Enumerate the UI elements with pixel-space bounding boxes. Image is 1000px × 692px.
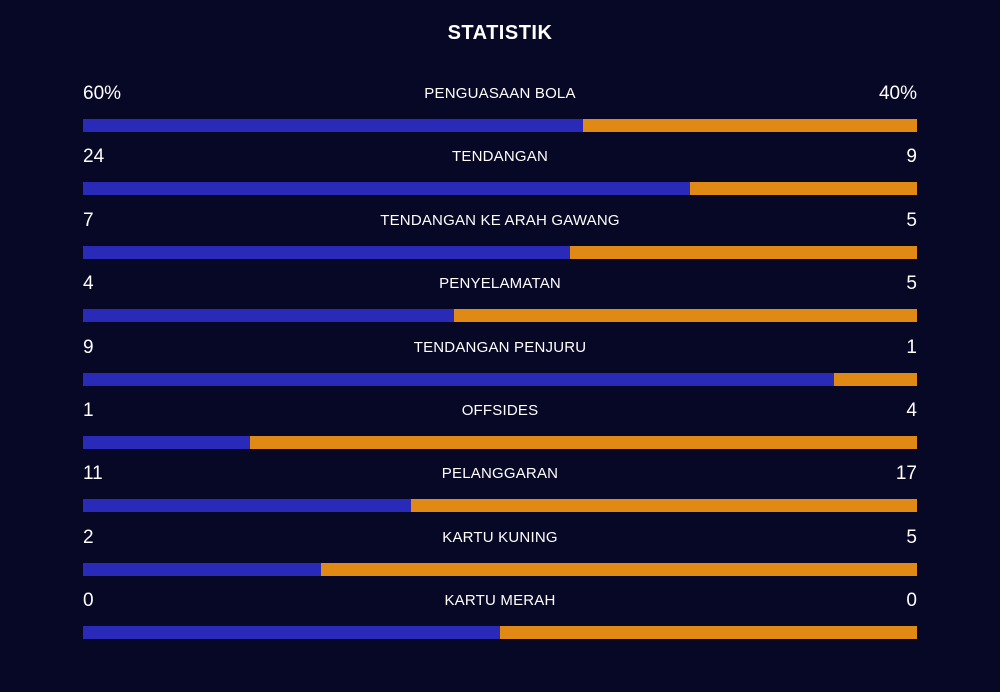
away-bar [569, 245, 917, 259]
stat-head: 2 KARTU KUNING 5 [83, 524, 917, 562]
stat-label: PENYELAMATAN [439, 275, 561, 293]
stat-row-yellow-cards: 2 KARTU KUNING 5 [83, 524, 917, 587]
stat-row-red-cards: 0 KARTU MERAH 0 [83, 587, 917, 650]
home-bar [83, 182, 690, 196]
stat-head: 7 TENDANGAN KE ARAH GAWANG 5 [83, 207, 917, 245]
home-value: 24 [83, 146, 105, 168]
home-bar [83, 309, 454, 323]
stat-row-corners: 9 TENDANGAN PENJURU 1 [83, 334, 917, 397]
stat-row-shots: 24 TENDANGAN 9 [83, 143, 917, 206]
away-value: 40% [878, 83, 917, 104]
home-value: 2 [83, 526, 94, 548]
comparison-bar [83, 245, 917, 259]
stats-list: 60% PENGUASAAN BOLA 40% 24 TENDANGAN 9 [83, 80, 917, 651]
comparison-bar [83, 372, 917, 386]
stat-head: 9 TENDANGAN PENJURU 1 [83, 334, 917, 372]
stat-row-shots-on-target: 7 TENDANGAN KE ARAH GAWANG 5 [83, 207, 917, 270]
away-bar [249, 435, 917, 449]
stat-label: PENGUASAAN BOLA [424, 85, 576, 102]
stat-label: TENDANGAN KE ARAH GAWANG [380, 211, 620, 229]
home-bar [83, 435, 250, 449]
stat-head: 24 TENDANGAN 9 [83, 143, 917, 181]
stat-row-offsides: 1 OFFSIDES 4 [83, 397, 917, 460]
comparison-bar [83, 626, 917, 640]
page-title: STATISTIK [447, 22, 553, 44]
home-bar [83, 626, 500, 640]
stat-head: 0 KARTU MERAH 0 [83, 587, 917, 625]
home-bar [83, 372, 834, 386]
home-bar [83, 245, 570, 259]
away-bar [500, 626, 917, 640]
away-value: 5 [906, 209, 917, 231]
stat-row-fouls: 11 PELANGGARAN 17 [83, 460, 917, 523]
home-value: 11 [83, 463, 103, 485]
stat-head: 60% PENGUASAAN BOLA 40% [83, 80, 917, 118]
away-value: 4 [906, 399, 917, 421]
stat-head: 11 PELANGGARAN 17 [83, 460, 917, 498]
away-value: 1 [906, 336, 917, 358]
home-value: 1 [83, 399, 94, 421]
home-bar [83, 562, 322, 576]
home-bar [83, 119, 584, 132]
home-value: 9 [83, 336, 94, 358]
stat-label: OFFSIDES [461, 401, 539, 419]
away-bar [833, 372, 917, 386]
away-bar [583, 119, 917, 132]
home-value: 4 [83, 273, 94, 295]
stat-label: KARTU KUNING [442, 528, 558, 546]
stat-row-possession: 60% PENGUASAAN BOLA 40% [83, 80, 917, 143]
away-value: 0 [906, 590, 917, 612]
away-bar [321, 562, 917, 576]
comparison-bar [83, 435, 917, 449]
home-value: 0 [83, 590, 94, 612]
comparison-bar [83, 499, 917, 513]
away-value: 5 [906, 526, 917, 548]
comparison-bar [83, 309, 917, 323]
stat-label: PELANGGARAN [441, 465, 559, 483]
away-value: 17 [895, 463, 917, 485]
comparison-bar [83, 182, 917, 196]
home-value: 7 [83, 209, 94, 231]
home-value: 60% [83, 83, 122, 104]
away-bar [689, 182, 917, 196]
comparison-bar [83, 119, 917, 132]
comparison-bar [83, 562, 917, 576]
stat-label: KARTU MERAH [444, 592, 556, 610]
stat-head: 1 OFFSIDES 4 [83, 397, 917, 435]
away-value: 5 [906, 273, 917, 295]
away-value: 9 [906, 146, 917, 168]
stat-label: TENDANGAN [452, 148, 548, 166]
stat-head: 4 PENYELAMATAN 5 [83, 270, 917, 308]
home-bar [83, 499, 411, 513]
away-bar [410, 499, 917, 513]
stat-label: TENDANGAN PENJURU [413, 338, 587, 356]
stat-row-saves: 4 PENYELAMATAN 5 [83, 270, 917, 333]
away-bar [453, 309, 917, 323]
